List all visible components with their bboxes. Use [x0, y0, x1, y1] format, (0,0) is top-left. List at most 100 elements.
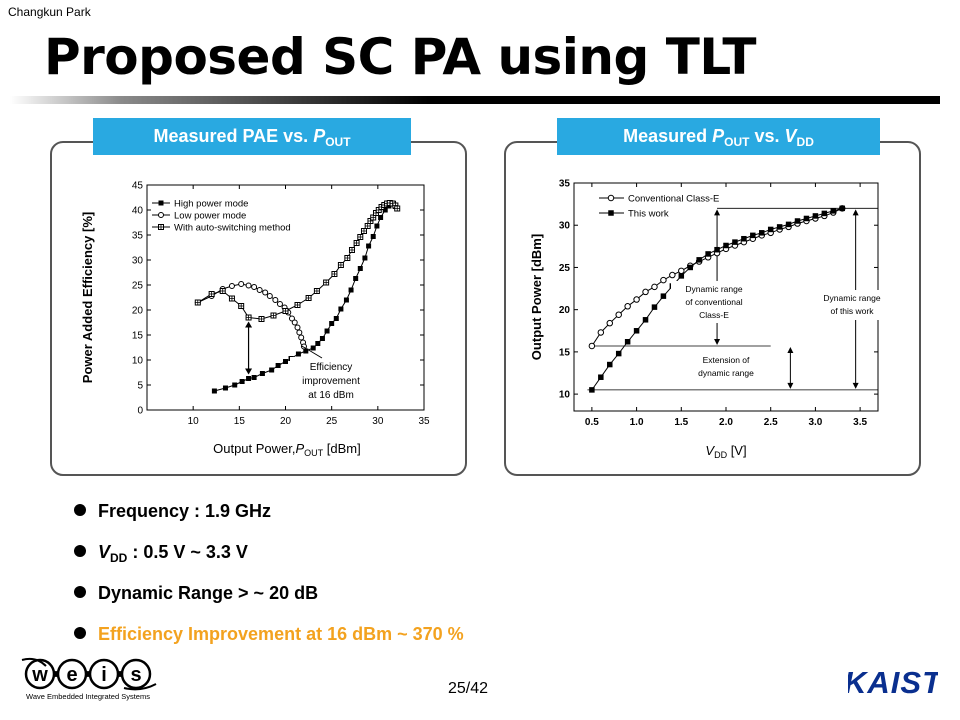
data-point-cross	[357, 234, 363, 240]
this-work-range-arrow-head	[852, 382, 859, 389]
y-tick-label: 40	[132, 206, 144, 217]
data-point-cross	[361, 228, 367, 234]
data-point	[357, 266, 363, 271]
conventional-range-arrow-head	[714, 209, 721, 216]
data-point-cross	[349, 247, 355, 253]
pout-tag-subscript-2: DD	[796, 135, 814, 149]
legend-label: With auto-switching method	[174, 223, 291, 234]
bullet-dot-icon	[74, 586, 86, 598]
bullet-text: Efficiency Improvement at 16 dBm ~ 370 %	[98, 624, 464, 644]
data-point	[378, 215, 384, 220]
data-point	[259, 371, 265, 376]
legend-label: High power mode	[174, 199, 248, 210]
pae-tag-text: Measured PAE vs.	[153, 126, 314, 146]
data-point-cross	[306, 295, 312, 301]
y-tick-label: 30	[559, 221, 571, 232]
data-point	[767, 226, 774, 233]
bullet-efficiency-improvement: Efficiency Improvement at 16 dBm ~ 370 %	[74, 617, 464, 658]
data-point-cross	[238, 303, 244, 309]
annotation-pointer	[300, 345, 323, 359]
pae-chart-tag: Measured PAE vs. POUT	[93, 118, 411, 155]
data-point	[324, 328, 330, 334]
data-point	[696, 257, 702, 263]
data-point	[295, 351, 301, 357]
data-point	[251, 284, 258, 290]
data-point	[276, 301, 283, 307]
data-point-cross	[283, 308, 288, 314]
y-tick-label: 35	[132, 231, 144, 242]
x-tick-label: 1.5	[674, 417, 688, 428]
y-tick-label: 25	[559, 263, 571, 274]
legend-label: Conventional Class-E	[628, 194, 719, 205]
bullet-frequency: Frequency : 1.9 GHz	[74, 494, 464, 535]
data-point-cross	[338, 262, 344, 268]
data-point	[374, 223, 380, 229]
weis-logo-letter: i	[101, 664, 107, 686]
series-2	[194, 200, 401, 322]
this-work-range-arrow-head	[852, 209, 859, 216]
data-point	[370, 234, 376, 239]
annotation-label: of this work	[831, 306, 875, 316]
data-point-cross	[270, 313, 276, 318]
bullet-subscript: DD	[110, 551, 128, 565]
y-tick-label: 15	[559, 347, 571, 358]
data-point	[232, 382, 238, 388]
data-point-cross	[209, 291, 215, 297]
pae-tag-subscript: OUT	[325, 135, 351, 149]
data-point	[803, 215, 810, 222]
data-point	[245, 282, 252, 289]
data-point	[830, 208, 837, 214]
data-point	[785, 221, 792, 228]
data-point	[678, 267, 685, 275]
data-point-cross	[158, 224, 164, 230]
y-tick-label: 20	[559, 305, 571, 316]
data-point	[366, 243, 372, 249]
data-point	[741, 235, 747, 242]
annotation-box	[671, 281, 757, 323]
data-point	[310, 345, 316, 351]
weis-logo-letter: s	[130, 664, 141, 686]
annotation-box	[685, 352, 767, 382]
x-tick-label: 35	[418, 416, 430, 427]
data-point	[615, 311, 622, 318]
data-point	[660, 276, 667, 284]
data-point	[298, 334, 305, 341]
x-tick-label: 2.0	[719, 417, 733, 428]
data-point	[705, 251, 711, 257]
y-axis-title: Power Added Efficiency [%]	[80, 212, 95, 383]
bullet-dot-icon	[74, 627, 86, 639]
data-point	[633, 296, 640, 303]
data-point	[288, 315, 295, 322]
data-point	[246, 376, 252, 381]
pout-tag-symbol: P	[712, 126, 725, 146]
data-point	[296, 329, 303, 336]
pae-chart: 10 15 20 25 30 35 0 5 10 15 20 25 30 35 40 45 High power…	[80, 181, 430, 459]
x-tick-label: 15	[234, 416, 246, 427]
y-tick-label: 20	[132, 306, 144, 317]
y-tick-label: 30	[132, 256, 144, 267]
data-point	[211, 388, 217, 394]
x-tick-label: 2.5	[764, 417, 778, 428]
data-point	[294, 324, 301, 331]
data-point	[607, 361, 613, 368]
data-point	[651, 283, 658, 291]
x-tick-label: 25	[326, 416, 338, 427]
annotation-label: Dynamic range	[823, 293, 880, 303]
data-point	[633, 328, 640, 334]
data-point	[239, 379, 245, 384]
data-point	[839, 205, 845, 212]
data-point	[669, 271, 676, 279]
title-underline	[10, 96, 940, 104]
data-point	[262, 289, 269, 296]
annotation-label: dynamic range	[698, 368, 754, 378]
kaist-logo: KAIST	[848, 665, 938, 698]
y-tick-label: 45	[132, 181, 144, 192]
data-point	[642, 288, 649, 296]
data-point	[624, 303, 631, 310]
x-tick-label: 30	[372, 416, 384, 427]
data-point	[821, 210, 828, 217]
legend: Conventional Class-E This work	[599, 194, 719, 220]
pout-chart-panel: 0.5 1.0 1.5 2.0 2.5 3.0 3.5 10 15 20 25 30 35 Dynamic…	[504, 141, 921, 476]
weis-logo-letter: e	[66, 664, 77, 686]
data-point	[303, 348, 309, 354]
